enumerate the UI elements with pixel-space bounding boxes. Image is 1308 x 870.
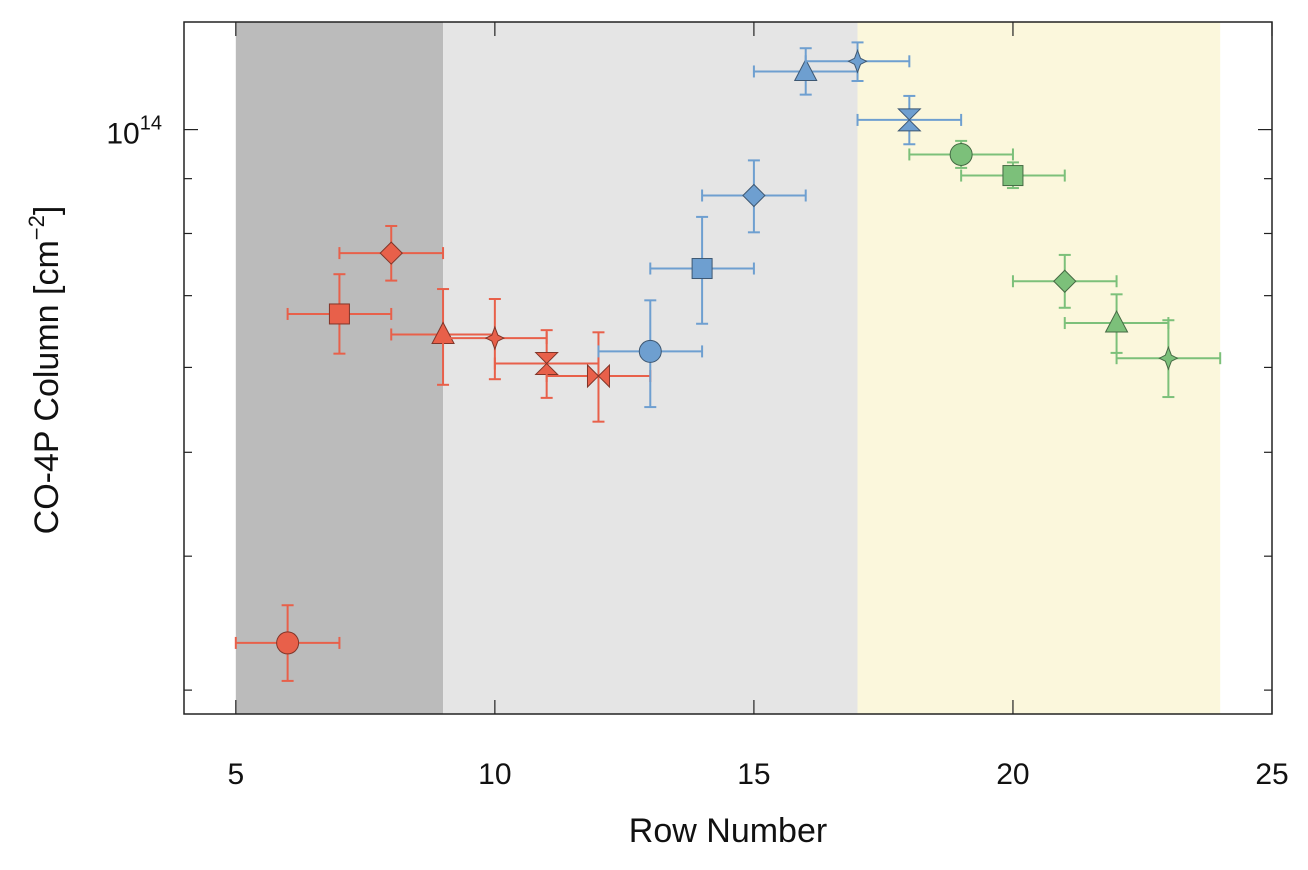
data-point	[234, 604, 341, 682]
marker-hourglass	[534, 352, 559, 376]
x-tick-label: 5	[227, 758, 244, 791]
y-axis-label: CO-4P Column [cm−2]	[24, 206, 66, 535]
marker-hourglass	[897, 108, 922, 132]
marker-star	[484, 325, 505, 351]
x-axis-label: Row Number	[629, 812, 827, 850]
marker-diamond	[1053, 269, 1077, 293]
marker-circle	[276, 631, 300, 655]
shaded-regions	[235, 22, 1221, 714]
x-tick-label: 25	[1255, 758, 1288, 791]
y-axis-label-main: CO-4P Column [cm	[28, 240, 66, 534]
data-point	[597, 299, 704, 409]
data-point	[1115, 319, 1222, 399]
y-axis-label-close: ]	[28, 206, 66, 215]
y-axis-label-exponent: −2	[24, 215, 49, 240]
y-tick-label-exponent: 14	[140, 113, 162, 135]
data-point	[1011, 253, 1118, 309]
data-point	[701, 159, 807, 234]
series-1	[597, 41, 963, 409]
marker-square	[1002, 165, 1024, 187]
marker-star	[1158, 345, 1179, 371]
marker-triangle	[793, 58, 818, 81]
data-point	[908, 139, 1014, 169]
shaded-region-0	[235, 22, 444, 714]
marker-triangle	[1104, 309, 1129, 333]
data-point	[804, 41, 911, 83]
series-2	[908, 139, 1222, 399]
marker-circle	[949, 142, 973, 166]
data-point	[286, 273, 393, 355]
x-tick-label: 10	[478, 758, 511, 791]
series-0	[234, 224, 652, 682]
x-tick-label: 20	[996, 758, 1029, 791]
marker-circle	[638, 339, 662, 363]
data-point	[1063, 293, 1170, 354]
marker-star	[847, 48, 868, 74]
marker-square	[691, 258, 713, 280]
data-series	[234, 41, 1222, 682]
data-point	[338, 224, 445, 282]
shaded-region-2	[857, 22, 1221, 714]
marker-bowtie	[586, 363, 610, 389]
marker-square	[328, 303, 350, 325]
data-point	[960, 161, 1066, 190]
data-point	[649, 215, 755, 325]
data-point	[856, 94, 963, 146]
y-tick-label: 1014	[106, 113, 162, 151]
marker-diamond	[742, 183, 766, 208]
y-tick-label-base: 10	[106, 118, 139, 151]
marker-diamond	[379, 241, 403, 265]
x-tick-label: 15	[737, 758, 770, 791]
